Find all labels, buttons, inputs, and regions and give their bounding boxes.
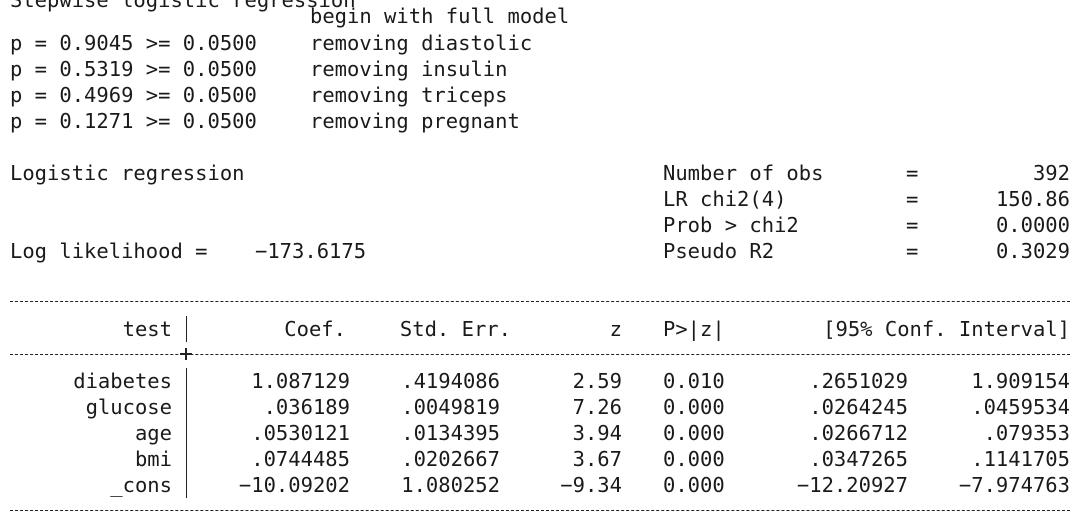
stat-value: 150.86: [995, 187, 1070, 211]
stat-label: Prob > chi2: [663, 213, 799, 237]
header-p: P>|z|: [663, 317, 725, 341]
row-coef: −10.09202: [238, 473, 350, 497]
row-coef: .036189: [263, 395, 350, 419]
loglik-label: Log likelihood =: [10, 239, 208, 263]
row-variable: glucose: [85, 395, 172, 419]
row-z: 7.26: [572, 395, 622, 419]
row-std-err: .0049819: [401, 395, 500, 419]
step-criterion: p = 0.4969 >= 0.0500: [10, 83, 257, 107]
step-criterion: p = 0.1271 >= 0.0500: [10, 109, 257, 133]
row-p: 0.010: [663, 369, 725, 393]
row-variable: diabetes: [73, 369, 172, 393]
row-variable: age: [134, 421, 172, 445]
body-separator: [186, 368, 187, 498]
row-ci-high: .079353: [983, 421, 1070, 445]
row-coef: 1.087129: [251, 369, 350, 393]
begin-line: begin with full model: [310, 4, 570, 28]
header-conf-interval: [95% Conf. Interval]: [823, 317, 1070, 341]
step-criterion: p = 0.9045 >= 0.0500: [10, 31, 257, 55]
row-std-err: .0202667: [401, 447, 500, 471]
row-coef: .0744485: [251, 447, 350, 471]
stat-equals: =: [906, 213, 919, 237]
row-z: 3.94: [572, 421, 622, 445]
row-p: 0.000: [663, 421, 725, 445]
stat-value: 0.0000: [995, 213, 1070, 237]
stat-value: 0.3029: [995, 239, 1070, 263]
row-p: 0.000: [663, 473, 725, 497]
row-std-err: .0134395: [401, 421, 500, 445]
row-z: 2.59: [572, 369, 622, 393]
row-ci-high: 1.909154: [971, 369, 1070, 393]
header-variable: test: [122, 317, 172, 341]
row-ci-low: .2651029: [809, 369, 908, 393]
header-bottom-rule: [10, 354, 1070, 355]
row-p: 0.000: [663, 395, 725, 419]
row-ci-low: .0266712: [809, 421, 908, 445]
step-action: removing pregnant: [310, 109, 520, 133]
row-coef: .0530121: [251, 421, 350, 445]
clipped-header-line: Stepwise logistic regression: [10, 0, 356, 12]
row-z: −9.34: [560, 473, 622, 497]
step-action: removing triceps: [310, 83, 508, 107]
header-std-err: Std. Err.: [399, 317, 511, 341]
step-action: removing diastolic: [310, 31, 533, 55]
stat-equals: =: [906, 187, 919, 211]
row-p: 0.000: [663, 447, 725, 471]
header-z: z: [609, 317, 622, 341]
stat-label: Number of obs: [663, 161, 824, 185]
stat-label: Pseudo R2: [663, 239, 775, 263]
stat-equals: =: [906, 239, 919, 263]
row-z: 3.67: [572, 447, 622, 471]
row-ci-high: .0459534: [971, 395, 1070, 419]
model-title: Logistic regression: [10, 161, 245, 185]
row-variable: bmi: [134, 447, 172, 471]
row-ci-low: .0264245: [809, 395, 908, 419]
row-std-err: .4194086: [401, 369, 500, 393]
row-ci-low: .0347265: [809, 447, 908, 471]
stat-value: 392: [1032, 161, 1070, 185]
step-criterion: p = 0.5319 >= 0.0500: [10, 57, 257, 81]
stat-label: LR chi2(4): [663, 187, 787, 211]
step-action: removing insulin: [310, 57, 508, 81]
row-ci-high: .1141705: [971, 447, 1070, 471]
row-ci-high: −7.974763: [958, 473, 1070, 497]
header-separator: [186, 316, 187, 342]
row-std-err: 1.080252: [401, 473, 500, 497]
rule-junction: [180, 348, 192, 360]
row-ci-low: −12.20927: [796, 473, 908, 497]
row-variable: _cons: [110, 473, 172, 497]
table-bottom-rule: [10, 510, 1070, 511]
loglik-value: −173.6175: [255, 239, 367, 263]
header-coef: Coef.: [284, 317, 346, 341]
stat-equals: =: [906, 161, 919, 185]
table-top-rule: [10, 301, 1070, 302]
